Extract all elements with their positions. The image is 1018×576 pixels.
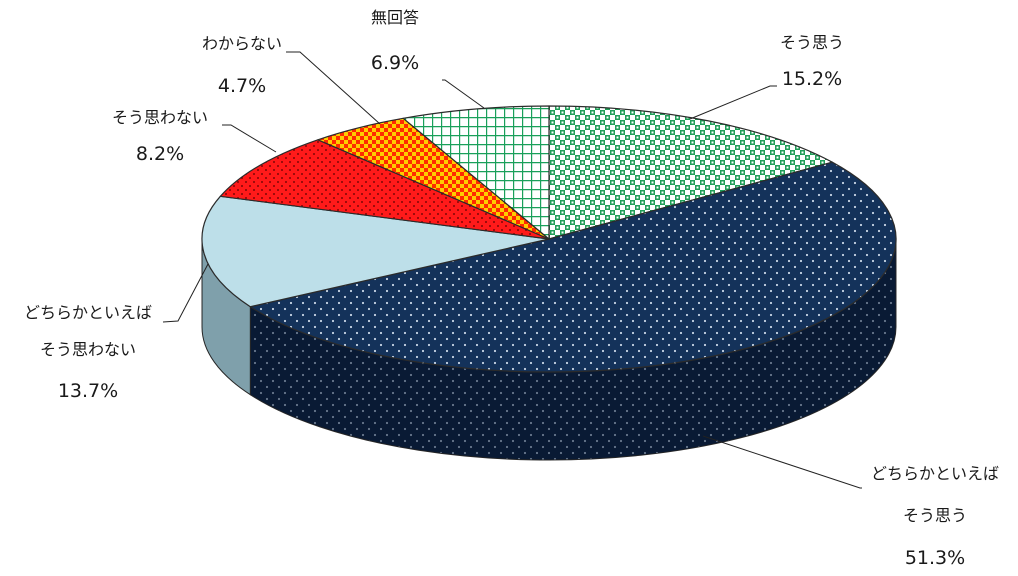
slice-dochiraka-sou-omowanai-leader-line xyxy=(162,263,209,323)
slice-dochiraka-sou-omou xyxy=(249,161,897,373)
slice-dochiraka-sou-omowanai-label-line-2: そう思わない xyxy=(40,340,136,359)
slice-sou-omowanai xyxy=(219,139,550,240)
slice-dochiraka-sou-omou-side-shade xyxy=(250,239,896,460)
slice-sou-omou-value-label: 15.2% xyxy=(782,68,842,90)
slice-mukaitou-label-line-1: 無回答 xyxy=(371,8,419,27)
slice-wakaranai-value-label: 4.7% xyxy=(218,75,266,97)
slice-dochiraka-sou-omowanai-label-line-1: どちらかといえば xyxy=(24,303,152,322)
slice-dochiraka-sou-omou-label-line-1: どちらかといえば xyxy=(871,464,999,483)
slice-sou-omowanai-leader-line xyxy=(222,124,277,153)
slice-wakaranai-label-line-1: わからない xyxy=(202,34,282,53)
slice-sou-omou-label-line-1: そう思う xyxy=(780,33,844,52)
slice-sou-omowanai-value-label: 8.2% xyxy=(136,143,184,165)
slice-sou-omowanai-label-line-1: そう思わない xyxy=(112,108,208,127)
slice-dochiraka-sou-omowanai-side-shade xyxy=(202,239,251,395)
slice-mukaitou xyxy=(402,105,550,240)
slice-mukaitou-leader-line xyxy=(442,79,485,109)
pie-side-walls xyxy=(201,238,897,461)
slice-mukaitou-value-label: 6.9% xyxy=(371,52,419,74)
slice-dochiraka-sou-omou-leader-line xyxy=(702,435,862,489)
slice-dochiraka-sou-omou-label-line-2: そう思う xyxy=(903,506,967,525)
slice-dochiraka-sou-omou-value-label: 51.3% xyxy=(905,547,965,569)
slice-wakaranai-leader-line xyxy=(286,51,381,125)
slice-labels: そう思う15.2%どちらかといえばそう思う51.3%どちらかといえばそう思わない… xyxy=(24,8,999,569)
leader-lines xyxy=(162,51,862,489)
slice-dochiraka-sou-omowanai xyxy=(201,195,550,308)
slice-dochiraka-sou-omowanai-value-label: 13.7% xyxy=(58,380,118,402)
slice-sou-omou-leader-line xyxy=(689,85,777,120)
slice-sou-omou xyxy=(548,105,833,240)
pie-top-faces xyxy=(201,105,897,373)
